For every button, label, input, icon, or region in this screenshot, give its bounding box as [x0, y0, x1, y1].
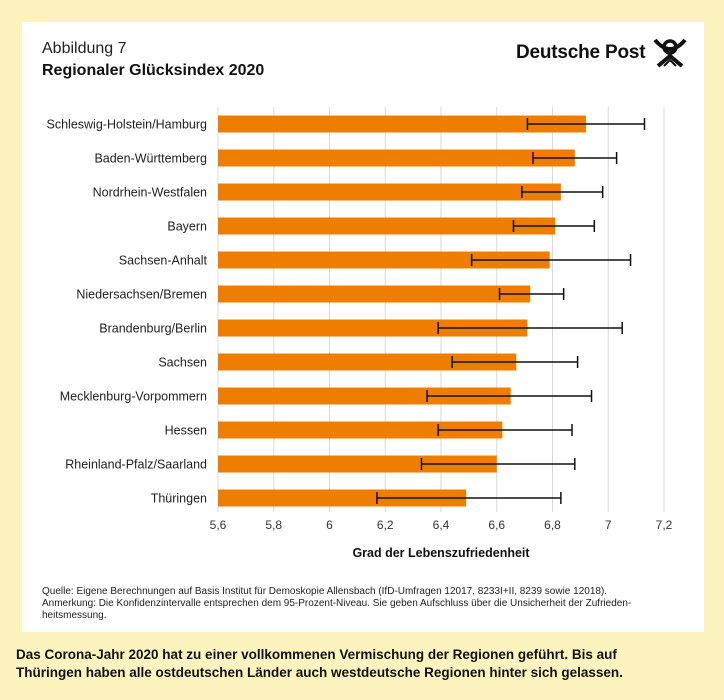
- category-label: Sachsen: [158, 356, 207, 370]
- brand-name: Deutsche Post: [516, 42, 646, 63]
- bar: [218, 489, 467, 507]
- x-tick-label: 5,6: [210, 518, 227, 532]
- figure-caption: Das Corona-Jahr 2020 hat zu einer vollko…: [16, 646, 716, 682]
- caption-line-2: Thüringen haben alle ostdeutschen Länder…: [16, 665, 623, 680]
- bar: [218, 149, 575, 167]
- category-label: Nordrhein-Westfalen: [93, 186, 207, 200]
- category-label: Bayern: [167, 220, 207, 234]
- x-tick-label: 6,6: [488, 518, 505, 532]
- category-label: Brandenburg/Berlin: [99, 322, 207, 336]
- category-label: Mecklenburg-Vorpommern: [60, 390, 207, 404]
- x-tick-label: 7: [605, 518, 612, 532]
- x-tick-label: 6,8: [544, 518, 561, 532]
- bar: [218, 217, 556, 235]
- footnotes: Quelle: Eigene Berechnungen auf Basis In…: [42, 586, 682, 622]
- bar: [218, 115, 586, 133]
- category-label: Schleswig-Holstein/Hamburg: [47, 118, 208, 132]
- bar: [218, 353, 517, 371]
- x-tick-label: 6: [326, 518, 333, 532]
- figure-title: Regionaler Glücksindex 2020: [42, 62, 265, 79]
- caption-line-1: Das Corona-Jahr 2020 hat zu einer vollko…: [16, 647, 617, 662]
- x-tick-label: 6,4: [433, 518, 450, 532]
- category-label: Sachsen-Anhalt: [119, 254, 208, 268]
- bar: [218, 285, 531, 303]
- bar: [218, 387, 511, 405]
- figure-number: Abbildung 7: [42, 40, 127, 57]
- bar: [218, 251, 550, 269]
- remark-note-line-1: Anmerkung: Die Konfidenzintervalle entsp…: [42, 598, 632, 609]
- x-tick-label: 5,8: [265, 518, 282, 532]
- x-axis-title: Grad der Lebenszufriedenheit: [352, 546, 530, 560]
- category-label: Baden-Württemberg: [94, 152, 207, 166]
- bar: [218, 319, 528, 337]
- category-label: Hessen: [165, 424, 207, 438]
- bar: [218, 455, 497, 473]
- posthorn-icon: [653, 38, 687, 68]
- x-tick-label: 6,2: [377, 518, 394, 532]
- x-tick-label: 7,2: [656, 518, 673, 532]
- bar: [218, 421, 503, 439]
- source-note: Quelle: Eigene Berechnungen auf Basis In…: [42, 586, 608, 597]
- bar: [218, 183, 561, 201]
- remark-note-line-2: heitsmessung.: [42, 610, 107, 621]
- category-label: Niedersachsen/Bremen: [76, 288, 207, 302]
- category-label: Rheinland-Pfalz/Saarland: [65, 458, 207, 472]
- category-label: Thüringen: [151, 492, 207, 506]
